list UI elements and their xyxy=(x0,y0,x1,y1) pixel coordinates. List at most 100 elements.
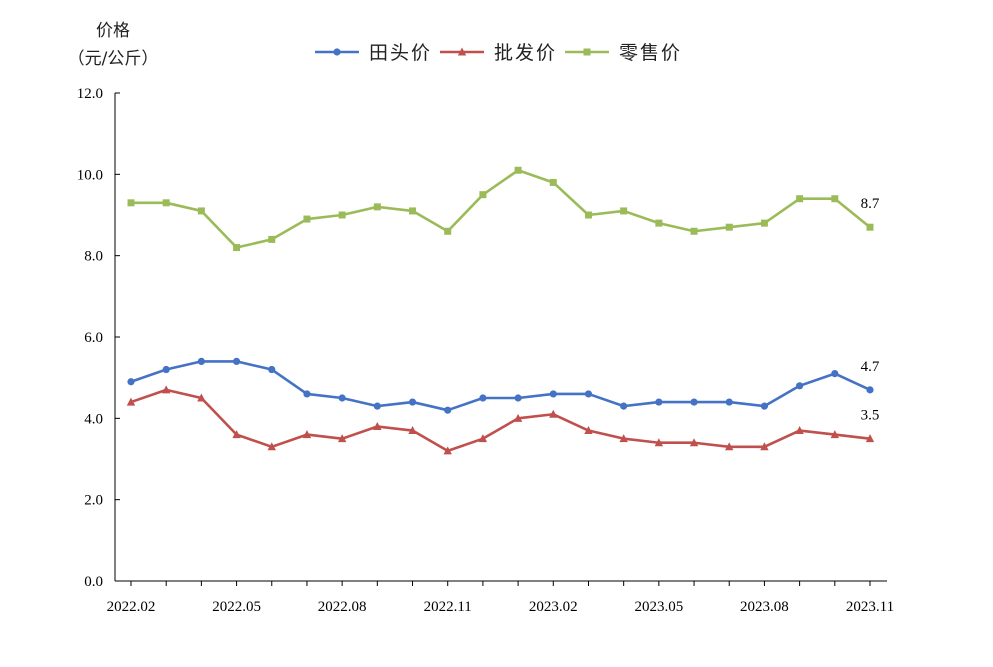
data-point xyxy=(268,365,276,374)
data-point xyxy=(303,215,311,223)
data-point xyxy=(126,397,136,406)
axes: 0.0 2.0 4.0 6.0 8.0 10.0 12.0 2022.02 2022.05 202… xyxy=(77,86,894,615)
legend: 田头价 批发价 零售价 xyxy=(315,42,682,64)
data-point xyxy=(197,357,205,365)
series-2: 3.5 xyxy=(126,385,880,455)
series-3: 8.7 xyxy=(127,166,880,252)
data-point xyxy=(795,426,804,435)
data-point xyxy=(760,442,769,451)
data-point xyxy=(689,438,699,447)
data-point xyxy=(197,207,205,215)
data-point xyxy=(444,227,452,235)
data-point xyxy=(233,244,241,252)
data-point xyxy=(161,385,171,394)
data-point xyxy=(303,390,311,398)
x-tick-label: 2022.08 xyxy=(318,599,367,615)
data-point xyxy=(584,426,593,435)
x-tick-label: 2023.11 xyxy=(846,599,894,615)
series-1: 4.7 xyxy=(127,357,880,414)
series-group: 4.7 3.5 8.7 xyxy=(126,166,880,455)
x-tick-label: 2022.05 xyxy=(212,599,261,615)
data-point xyxy=(831,370,839,378)
series-line xyxy=(131,168,871,249)
data-point xyxy=(654,438,664,447)
y-axis-label-line2: （元/公斤） xyxy=(68,49,159,69)
data-point xyxy=(127,378,135,386)
x-tick-label: 2022.02 xyxy=(107,599,156,615)
data-point xyxy=(302,430,312,439)
data-point xyxy=(690,398,698,406)
x-tick-label: 2022.11 xyxy=(424,599,472,615)
data-point xyxy=(478,434,488,443)
data-point xyxy=(197,393,206,402)
data-point xyxy=(127,199,135,207)
data-point xyxy=(408,426,417,435)
y-tick-label: 8.0 xyxy=(84,249,103,265)
y-axis-label-line1: 价格 xyxy=(96,21,130,41)
x-tick-label: 2023.08 xyxy=(740,599,789,615)
y-tick-label: 10.0 xyxy=(77,167,103,183)
x-tick-label: 2023.02 xyxy=(529,599,578,615)
legend-marker xyxy=(457,47,467,56)
data-point xyxy=(373,421,382,430)
data-point xyxy=(831,195,839,203)
data-point xyxy=(760,402,769,410)
data-point xyxy=(479,191,487,199)
y-tick-label: 12.0 xyxy=(77,86,103,102)
data-point xyxy=(549,390,557,398)
data-point xyxy=(549,409,558,418)
data-point xyxy=(620,402,628,410)
data-point xyxy=(373,402,381,410)
data-point xyxy=(409,207,417,215)
data-point xyxy=(655,219,663,227)
data-point xyxy=(373,203,381,211)
data-point xyxy=(619,434,628,443)
data-point xyxy=(514,166,522,174)
data-point xyxy=(796,195,804,203)
data-point xyxy=(796,382,804,390)
data-point xyxy=(865,434,875,443)
data-point xyxy=(232,357,241,365)
data-point xyxy=(444,406,452,414)
end-data-label: 4.7 xyxy=(861,359,880,375)
end-data-label: 8.7 xyxy=(861,196,880,212)
end-data-label: 3.5 xyxy=(861,408,880,424)
data-point xyxy=(584,390,593,398)
series-line xyxy=(130,360,871,412)
data-point xyxy=(690,227,698,235)
data-point xyxy=(866,386,874,394)
data-point xyxy=(337,434,347,443)
data-point xyxy=(725,442,734,451)
data-point xyxy=(725,223,733,231)
y-tick-label: 4.0 xyxy=(84,411,103,427)
data-point xyxy=(162,365,170,374)
data-point xyxy=(267,442,276,451)
y-tick-label: 2.0 xyxy=(84,493,103,509)
legend-label: 田头价 xyxy=(369,42,432,64)
data-point xyxy=(408,398,417,406)
data-point xyxy=(584,211,592,219)
data-point xyxy=(443,446,452,455)
data-point xyxy=(479,394,487,402)
data-point xyxy=(620,207,628,215)
series-line xyxy=(130,388,871,453)
data-point xyxy=(162,199,170,207)
data-point xyxy=(232,430,241,439)
legend-marker xyxy=(333,48,341,56)
x-tick-label: 2023.05 xyxy=(634,599,683,615)
y-tick-label: 0.0 xyxy=(84,574,103,590)
legend-label: 批发价 xyxy=(494,42,557,64)
data-point xyxy=(513,413,523,422)
y-tick-label: 6.0 xyxy=(84,330,103,346)
data-point xyxy=(655,398,663,406)
data-point xyxy=(725,398,733,406)
legend-label: 零售价 xyxy=(619,42,682,64)
data-point xyxy=(514,394,522,402)
data-point xyxy=(338,211,346,219)
data-point xyxy=(268,235,276,243)
data-point xyxy=(549,178,557,186)
data-point xyxy=(338,394,346,402)
data-point xyxy=(760,219,768,227)
